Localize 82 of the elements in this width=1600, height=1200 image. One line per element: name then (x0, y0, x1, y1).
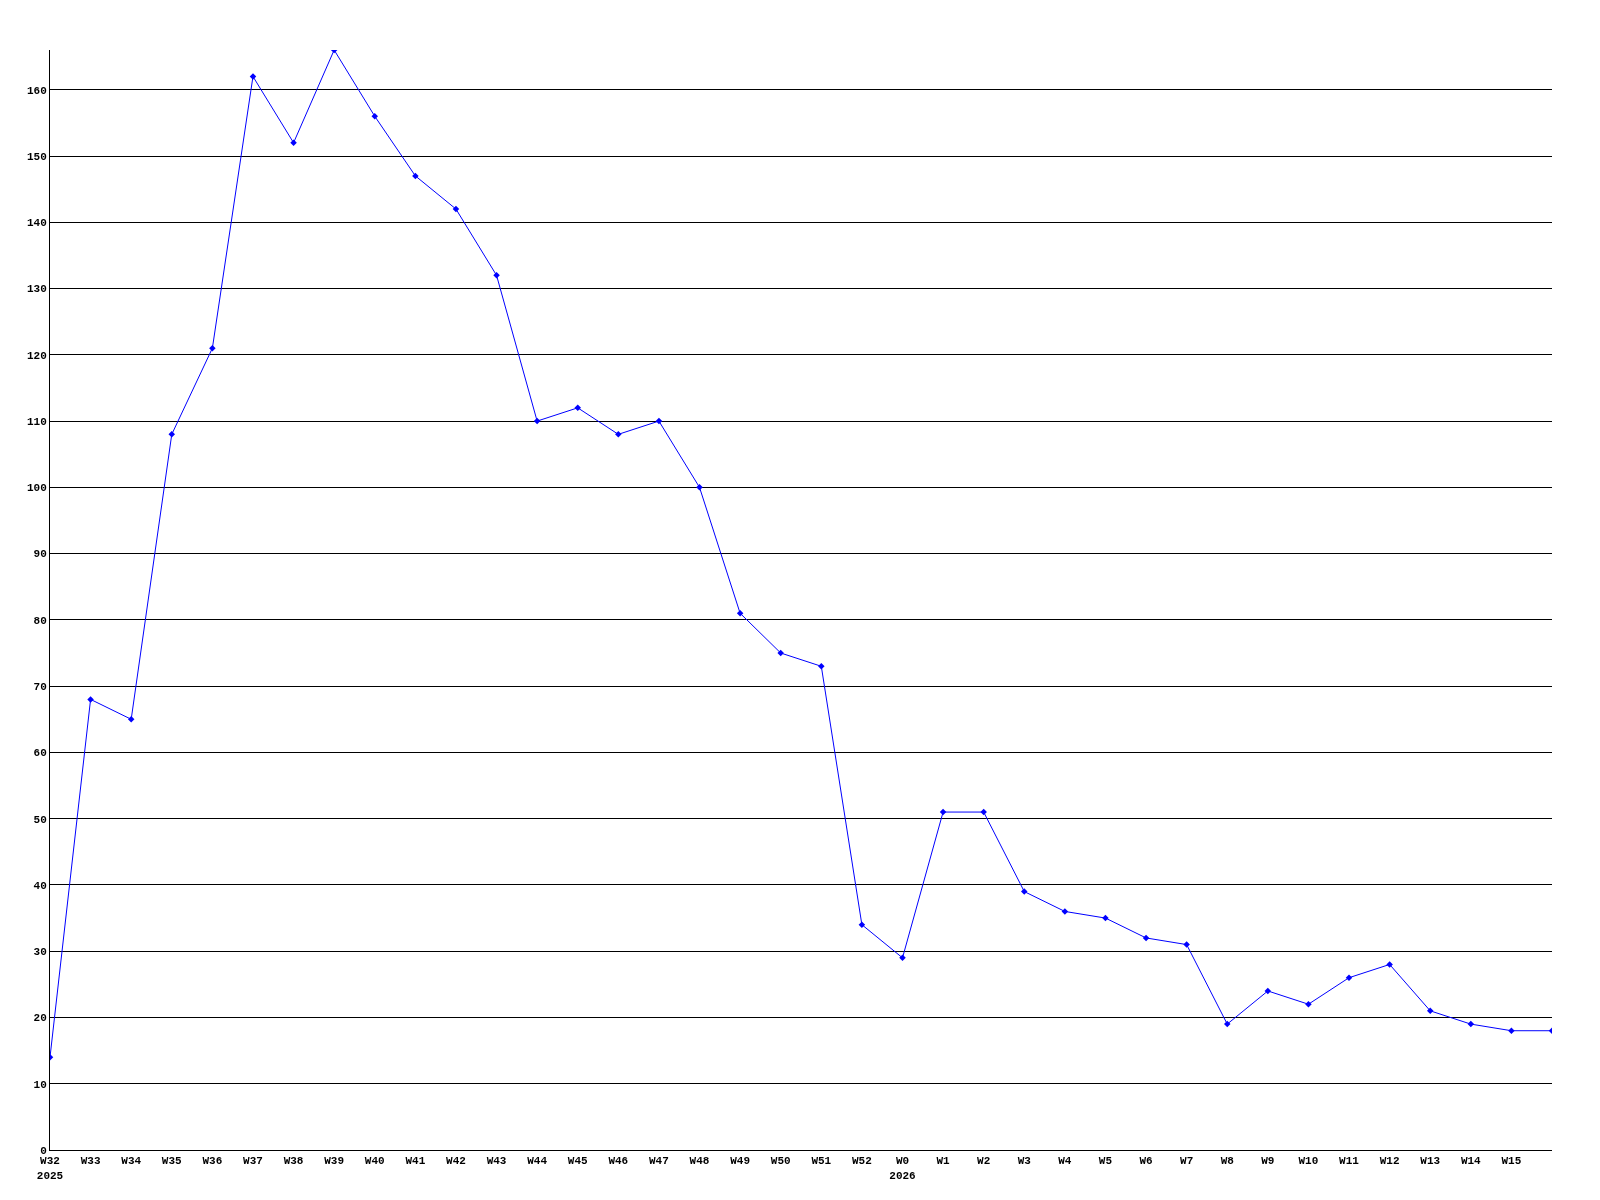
x-tick-label: W41 (405, 1155, 426, 1168)
y-tick-label: 100 (26, 482, 47, 495)
point (939, 808, 947, 816)
y-tick-label: 20 (33, 1012, 47, 1025)
x-tick-label: W32 2025 (36, 1155, 64, 1182)
point (818, 663, 825, 670)
x-tick-label: W37 (243, 1155, 263, 1168)
y-tick-label: 110 (26, 415, 47, 428)
point (87, 696, 94, 703)
point (858, 921, 866, 928)
x-tick-label: W38 (283, 1155, 304, 1168)
x-tick-label: W50 (770, 1155, 791, 1168)
x-tick-label: W3 (1017, 1155, 1032, 1168)
x-tick-label: W4 (1058, 1155, 1072, 1168)
point (655, 417, 663, 425)
y-tick-label: 130 (26, 283, 47, 296)
point (696, 484, 703, 491)
y-tick-label: 0 (40, 1144, 47, 1157)
point (168, 431, 176, 438)
point (493, 272, 500, 279)
y-tick-label: 70 (33, 680, 47, 693)
point (1467, 1020, 1475, 1028)
x-tick-label: W34 (121, 1155, 142, 1168)
point (615, 431, 622, 438)
x-tick-label: W0 2026 (889, 1155, 916, 1182)
point (1264, 987, 1272, 995)
y-tick-label: 160 (26, 84, 47, 97)
point (1183, 941, 1190, 948)
x-tick-label: W52 (851, 1155, 872, 1168)
x-tick-label: W36 (202, 1155, 223, 1168)
point (1021, 888, 1028, 895)
point (290, 139, 297, 147)
x-tick-label: W1 (936, 1155, 951, 1168)
point (127, 716, 135, 723)
x-tick-label: W7 (1180, 1155, 1194, 1168)
x-tick-label: W2 (977, 1155, 991, 1168)
y-tick-label: 90 (33, 548, 47, 561)
x-tick-label: W48 (689, 1155, 710, 1168)
x-tick-label: W15 (1501, 1155, 1522, 1168)
point (574, 404, 581, 412)
x-tick-label: W40 (364, 1155, 385, 1168)
point (371, 113, 379, 120)
x-tick-label: W35 (161, 1155, 183, 1168)
x-tick-label: W46 (608, 1155, 629, 1168)
x-tick-label: W45 (567, 1155, 589, 1168)
point (1386, 961, 1393, 968)
x-tick-label: W12 (1379, 1155, 1400, 1168)
y-tick-label: 150 (26, 150, 47, 163)
x-tick-label: W42 (446, 1155, 466, 1168)
y-tick-label: 120 (26, 349, 47, 362)
point (1223, 1020, 1231, 1028)
point (736, 610, 744, 617)
point (1508, 1027, 1515, 1034)
x-tick-label: W6 (1139, 1155, 1153, 1168)
y-tick-label: 10 (33, 1078, 47, 1091)
x-tick-label: W8 (1220, 1155, 1235, 1168)
point (412, 172, 419, 180)
x-tick-label: W9 (1261, 1155, 1275, 1168)
x-tick-label: W49 (730, 1155, 751, 1168)
y-tick-label: 140 (26, 217, 47, 230)
y-tick-label: 60 (33, 747, 47, 760)
y-tick-label: 50 (33, 813, 47, 826)
point (452, 205, 460, 213)
y-tick-label: 30 (33, 946, 47, 959)
y-tick-label: 80 (33, 614, 47, 627)
x-tick-label: W43 (486, 1155, 507, 1168)
x-tick-label: W44 (527, 1155, 548, 1168)
x-tick-label: W33 (80, 1155, 101, 1168)
point (1142, 934, 1150, 942)
point (1426, 1007, 1434, 1015)
x-tick-label: W51 (811, 1155, 832, 1168)
y-tick-label: 40 (33, 879, 47, 892)
point (209, 344, 216, 352)
point (533, 417, 541, 425)
x-tick-label: W13 (1420, 1155, 1441, 1168)
x-tick-label: W11 (1339, 1155, 1360, 1168)
x-tick-label: W5 (1098, 1155, 1113, 1168)
x-tick-label: W39 (324, 1155, 345, 1168)
point (1305, 1000, 1312, 1008)
x-tick-label: W14 (1460, 1155, 1482, 1168)
x-tick-label: W10 (1298, 1155, 1319, 1168)
x-tick-label: W47 (649, 1155, 669, 1168)
